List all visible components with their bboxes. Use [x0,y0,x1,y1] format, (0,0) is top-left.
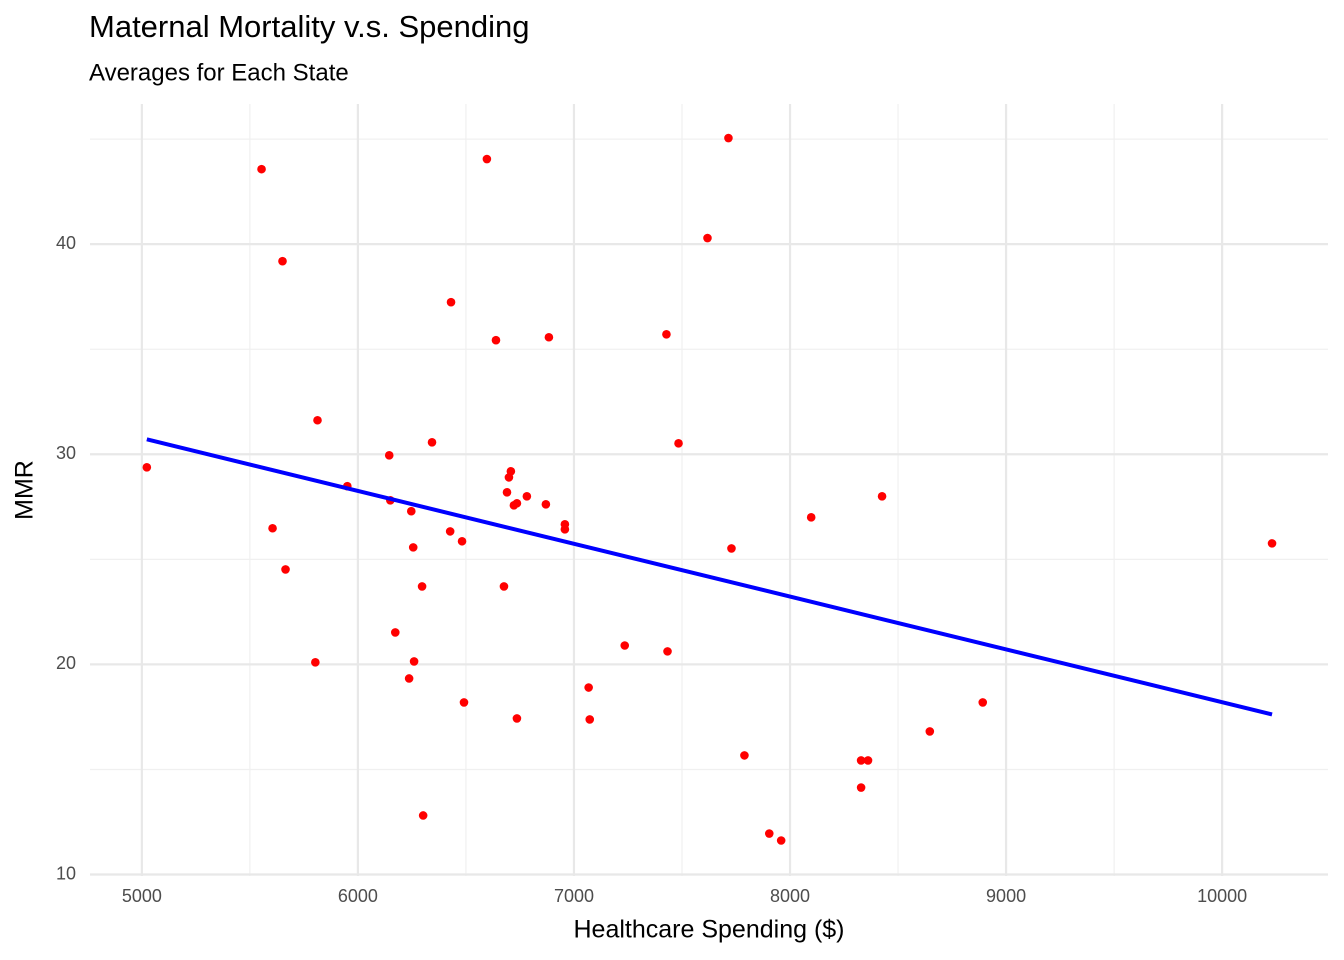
y-tick-label: 40 [56,233,76,253]
point [764,829,774,838]
point [560,524,570,534]
point [417,582,427,591]
x-axis-label: Healthcare Spending ($) [574,916,845,944]
point [390,628,400,637]
point [674,439,683,448]
point [311,658,320,667]
point [978,698,988,707]
point [427,438,437,447]
y-tick-label: 20 [56,653,76,673]
point [491,335,501,345]
y-tick-label: 10 [56,863,76,883]
point [724,133,733,143]
point [856,756,866,765]
point [727,544,736,553]
point [502,488,512,497]
point [584,683,593,692]
point [806,513,816,522]
point [499,582,509,591]
point [1267,539,1277,548]
point [404,674,414,683]
y-tick-label: 30 [56,443,76,463]
point [512,714,522,723]
point [278,256,287,266]
point [406,506,416,516]
point [384,451,394,460]
point [506,466,516,476]
point [776,836,786,845]
chart-title: Maternal Mortality v.s. Spending [89,9,530,44]
point [522,492,532,501]
point [257,164,266,174]
point [544,332,554,342]
x-tick-label: 9000 [986,886,1026,906]
x-tick-label: 7000 [554,886,594,906]
point [620,641,630,650]
point [856,783,866,792]
point [662,329,671,339]
point [863,756,873,765]
point [541,499,551,509]
fit-line [146,437,1273,717]
point [281,565,290,574]
point [703,233,712,243]
point [663,647,672,656]
x-tick-label: 5000 [122,886,162,906]
point [409,657,419,666]
point [445,527,455,536]
point [446,297,456,307]
chart-subtitle: Averages for Each State [89,59,349,86]
point [877,492,887,501]
point [585,715,595,724]
y-axis-label: MMR [11,460,39,520]
point [313,415,322,425]
point [457,536,467,546]
x-tick-label: 10000 [1197,886,1247,906]
point [512,498,522,508]
point [418,811,428,820]
point [142,463,152,472]
point [740,751,749,760]
point [268,523,277,533]
point [482,154,492,164]
point [459,698,469,707]
x-tick-label: 6000 [338,886,378,906]
point [925,727,935,736]
x-tick-label: 8000 [770,886,810,906]
point [408,543,418,552]
